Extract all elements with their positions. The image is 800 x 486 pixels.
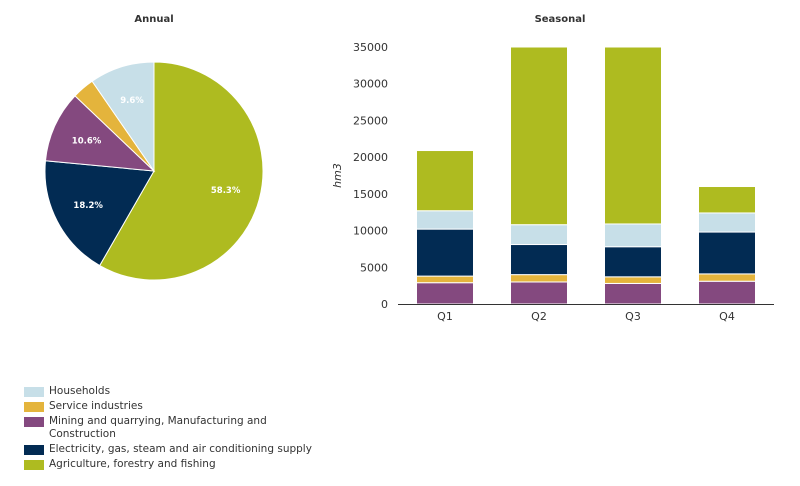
x-tick-label: Q4 <box>719 310 735 323</box>
legend-label: Households <box>49 385 111 397</box>
bar-segment[interactable] <box>510 244 568 276</box>
y-tick-label: 25000 <box>353 114 388 127</box>
legend-swatch <box>24 460 44 470</box>
pie-data-label: 9.6% <box>120 96 144 106</box>
bar-segment[interactable] <box>698 231 756 275</box>
pie-chart-title: Annual <box>134 14 174 25</box>
y-tick-label: 15000 <box>353 188 388 201</box>
bar-segment[interactable] <box>416 210 474 230</box>
bar-segment[interactable] <box>698 186 756 214</box>
bar-segment[interactable] <box>510 46 568 226</box>
legend-swatch <box>24 417 44 427</box>
pie-data-label: 18.2% <box>73 201 103 211</box>
legend-label: Agriculture, forestry and fishing <box>49 458 216 470</box>
legend-item[interactable]: Households <box>24 385 339 398</box>
y-axis-label: hm3 <box>331 163 344 188</box>
legend-swatch <box>24 402 44 412</box>
y-tick-label: 0 <box>381 298 388 311</box>
bar-segment[interactable] <box>604 282 662 305</box>
bar-segment[interactable] <box>698 280 756 305</box>
legend-item[interactable]: Electricity, gas, steam and air conditio… <box>24 443 339 456</box>
x-tick-label: Q3 <box>625 310 641 323</box>
pie-data-label: 58.3% <box>211 186 241 196</box>
bar-segment[interactable] <box>416 228 474 277</box>
legend-item[interactable]: Agriculture, forestry and fishing <box>24 458 339 471</box>
y-tick-label: 10000 <box>353 225 388 238</box>
y-tick-label: 30000 <box>353 78 388 91</box>
bar-chart-title: Seasonal <box>534 14 586 25</box>
stacked-bar-chart: 0 5000 10000 15000 20000 25000 30000 35000 hm3 Q1… <box>331 41 774 323</box>
bar-segment[interactable] <box>604 246 662 278</box>
legend-item[interactable]: Service industries <box>24 400 339 413</box>
bar-segment[interactable] <box>416 275 474 284</box>
y-tick-label: 5000 <box>360 261 388 274</box>
pie-slice[interactable] <box>44 160 155 267</box>
bar-segment[interactable] <box>510 274 568 283</box>
bar-segment[interactable] <box>698 212 756 233</box>
bar-segment[interactable] <box>604 46 662 225</box>
bar-segment[interactable] <box>416 150 474 212</box>
legend-swatch <box>24 445 44 455</box>
bar-segment[interactable] <box>510 224 568 246</box>
pie-data-label: 10.6% <box>72 136 102 146</box>
y-tick-label: 20000 <box>353 151 388 164</box>
legend-label: Electricity, gas, steam and air conditio… <box>49 443 312 455</box>
legend-label: Mining and quarrying, Manufacturing and … <box>49 415 267 440</box>
bar-segment[interactable] <box>416 282 474 305</box>
pie-slice[interactable] <box>99 61 264 281</box>
pie-chart: 58.3% 18.2% 10.6% 9.6% <box>44 61 264 281</box>
bar-segment[interactable] <box>510 281 568 305</box>
bar-segment[interactable] <box>698 273 756 282</box>
pie-slice[interactable] <box>91 61 155 173</box>
x-tick-label: Q2 <box>531 310 547 323</box>
legend-swatch <box>24 387 44 397</box>
x-tick-label: Q1 <box>437 310 453 323</box>
legend-item[interactable]: Mining and quarrying, Manufacturing and … <box>24 415 339 441</box>
bar-segment[interactable] <box>604 276 662 284</box>
legend-label: Service industries <box>49 400 143 412</box>
y-tick-label: 35000 <box>353 41 388 54</box>
bar-segment[interactable] <box>604 223 662 248</box>
legend: Households Service industries Mining and… <box>24 385 339 473</box>
pie-slice[interactable] <box>44 95 156 172</box>
